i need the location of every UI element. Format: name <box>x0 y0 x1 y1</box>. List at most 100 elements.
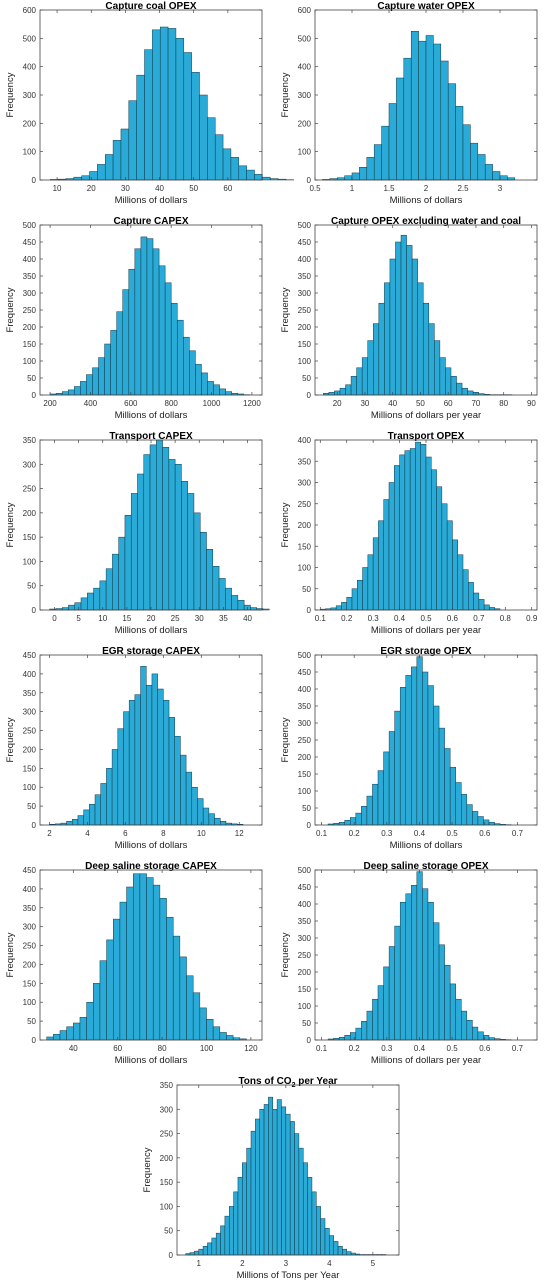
bars <box>49 236 251 396</box>
y-tick-label: 250 <box>298 951 312 960</box>
histogram-bar <box>80 381 87 396</box>
histogram-bar <box>122 289 130 396</box>
histogram-bar <box>355 812 362 826</box>
histogram-bar <box>438 944 445 1041</box>
histogram-bar <box>473 592 480 611</box>
x-tick-label: 35 <box>219 614 228 623</box>
histogram-bar <box>394 925 401 1041</box>
y-tick-label: 150 <box>160 1178 174 1187</box>
y-tick-label: 350 <box>23 689 37 698</box>
histogram-bar <box>411 666 418 826</box>
histogram-bar <box>220 820 227 826</box>
x-axis-label: Millions of dollars per year <box>371 1055 481 1066</box>
histogram-bar <box>294 1133 300 1256</box>
histogram-bar <box>276 1099 282 1256</box>
x-tick-label: 0.1 <box>316 829 328 838</box>
histogram-bar <box>100 783 107 826</box>
histogram-bar <box>388 731 395 826</box>
histogram-bar <box>411 258 418 396</box>
histogram-bar <box>441 503 448 611</box>
x-tick-label: 60 <box>113 1044 122 1053</box>
histogram-bar <box>422 302 430 396</box>
x-tick-label: 3 <box>498 184 503 193</box>
y-tick-label: 0 <box>32 391 37 400</box>
y-tick-label: 400 <box>23 255 37 264</box>
y-tick-label: 300 <box>160 1105 174 1114</box>
y-tick-label: 500 <box>298 34 312 43</box>
histogram-bar <box>187 493 195 611</box>
bars <box>46 873 247 1041</box>
histogram-bar <box>128 100 137 181</box>
histogram-bar <box>405 675 412 826</box>
y-tick-label: 200 <box>23 745 37 754</box>
histogram-bar <box>146 238 154 396</box>
chart-title: EGR storage OPEX <box>380 646 471 657</box>
histogram-bar <box>146 684 153 826</box>
y-tick-label: 600 <box>298 6 312 15</box>
x-tick-label: 10 <box>53 184 62 193</box>
y-tick-label: 300 <box>23 91 37 100</box>
y-tick-label: 100 <box>23 557 37 566</box>
histogram-bar <box>361 806 368 826</box>
y-tick-label: 250 <box>298 306 312 315</box>
histogram-bar <box>193 512 201 611</box>
histogram-bar <box>117 728 124 826</box>
y-tick-label: 300 <box>23 460 37 469</box>
x-tick-label: 100 <box>200 1044 214 1053</box>
x-axis-label: Millions of dollars <box>115 195 188 206</box>
histogram-bar <box>140 236 148 396</box>
x-tick-label: 60 <box>223 184 232 193</box>
y-axis-label: Frequency <box>280 717 291 762</box>
histogram-bar <box>302 1162 308 1256</box>
histogram-bar <box>92 367 99 396</box>
histogram-bar <box>156 439 163 611</box>
y-tick-label: 50 <box>27 582 36 591</box>
histogram-bar <box>410 31 419 181</box>
x-tick-label: 10 <box>98 614 107 623</box>
x-tick-label: 0.4 <box>394 614 406 623</box>
histogram-bar <box>104 154 114 181</box>
histogram-bar <box>157 688 164 826</box>
histogram-bar <box>329 1235 334 1256</box>
histogram-bar <box>66 1026 74 1041</box>
histogram-bar <box>116 311 123 396</box>
x-tick-label: 0.5 <box>447 829 459 838</box>
histogram-bar <box>400 234 407 396</box>
x-tick-label: 1200 <box>243 399 261 408</box>
panel-deep-saline-capex: Deep saline storage CAPEX Millions of do… <box>0 860 275 1070</box>
y-axis-label: Frequency <box>5 717 16 762</box>
x-tick-label: 0.1 <box>315 614 327 623</box>
histogram-bar <box>86 1001 94 1041</box>
histogram-bar <box>83 809 90 826</box>
x-tick-label: 0.7 <box>512 1044 524 1053</box>
histogram-bar <box>231 595 239 611</box>
histogram-bar <box>338 822 345 826</box>
histogram-bar <box>366 157 375 181</box>
bars <box>322 31 516 181</box>
histogram-bar <box>226 1035 234 1041</box>
y-tick-label: 200 <box>23 119 37 128</box>
y-tick-label: 400 <box>298 900 312 909</box>
histogram-bar <box>130 493 138 611</box>
histogram-bar <box>191 72 200 181</box>
x-tick-label: 0.3 <box>381 1044 393 1053</box>
histogram-bar <box>388 946 395 1041</box>
x-tick-label: 0.6 <box>479 829 491 838</box>
histogram-bar <box>339 387 346 396</box>
histogram-bar <box>440 60 449 181</box>
plot-frame <box>39 654 263 826</box>
x-tick-label: 0 <box>52 614 57 623</box>
histogram-bar <box>74 386 81 396</box>
histogram-capture-water-opex: Capture water OPEX Millions of dollars F… <box>280 1 538 206</box>
histogram-bar <box>462 569 469 611</box>
histogram-bar <box>362 567 369 611</box>
histogram-bar <box>461 1010 468 1041</box>
histogram-bar <box>119 901 127 1041</box>
histogram-bar <box>377 985 384 1041</box>
histogram-bar <box>242 1162 247 1256</box>
histogram-bar <box>452 539 458 611</box>
histogram-bar <box>389 258 396 396</box>
histogram-bar <box>466 804 473 826</box>
histogram-bar <box>207 1242 213 1256</box>
